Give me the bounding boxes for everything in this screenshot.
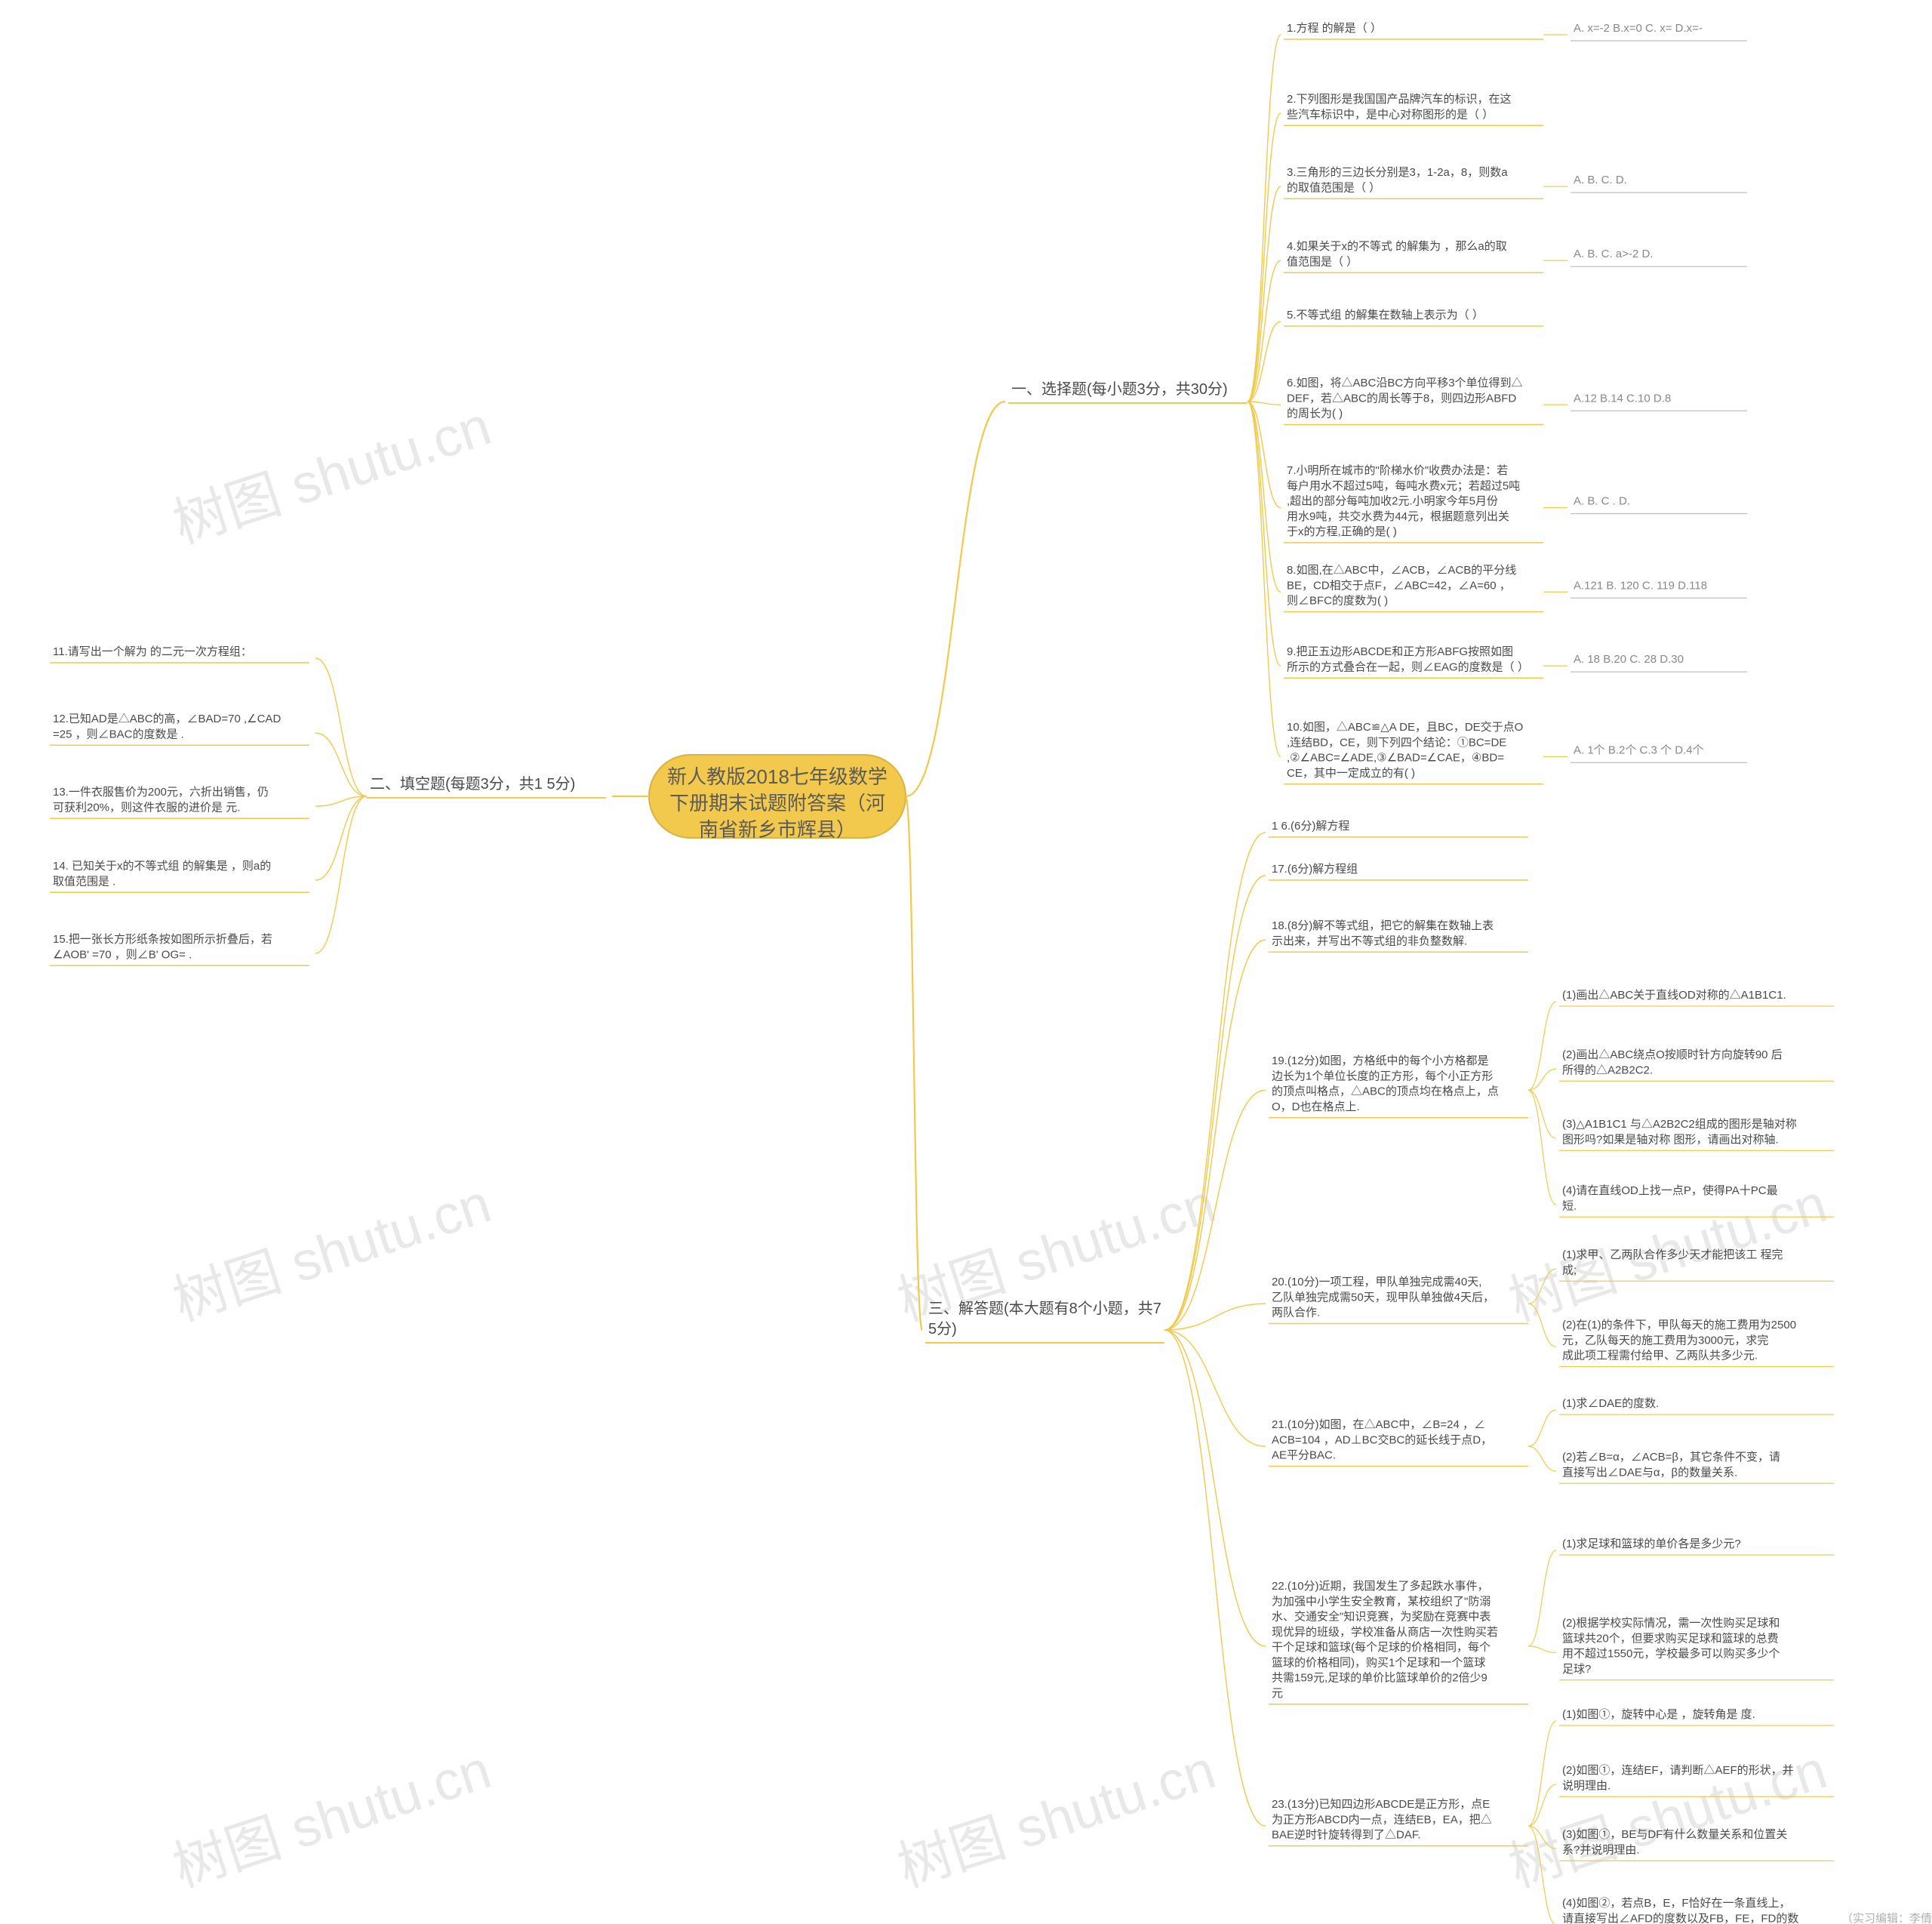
mindmap-link bbox=[1528, 1646, 1556, 1653]
svg-text:A. B. C. a>-2 D.: A. B. C. a>-2 D. bbox=[1574, 248, 1653, 260]
mindmap-link bbox=[1528, 1090, 1556, 1205]
watermark: 树图 shutu.cn bbox=[166, 1173, 498, 1332]
mindmap-link bbox=[906, 402, 1005, 796]
svg-text:18.(8分)解不等式组，把它的解集在数轴上表示出来，并写出: 18.(8分)解不等式组，把它的解集在数轴上表示出来，并写出不等式组的非负整数解… bbox=[1272, 919, 1494, 947]
mindmap-link bbox=[1528, 1446, 1556, 1471]
svg-text:(1)求足球和篮球的单价各是多少元?: (1)求足球和篮球的单价各是多少元? bbox=[1562, 1537, 1741, 1550]
svg-text:A.121 B. 120 C. 119 D.118: A.121 B. 120 C. 119 D.118 bbox=[1574, 579, 1707, 592]
watermark: 树图 shutu.cn bbox=[891, 1739, 1223, 1898]
mindmap-link bbox=[1164, 940, 1266, 1330]
svg-text:A. 18 B.20 C. 28 D.30: A. 18 B.20 C. 28 D.30 bbox=[1574, 653, 1684, 666]
svg-text:(2)画出△ABC绕点O按顺时针方向旋转90 后所得的△A2: (2)画出△ABC绕点O按顺时针方向旋转90 后所得的△A2B2C2. bbox=[1562, 1048, 1783, 1076]
mindmap-link bbox=[315, 658, 367, 796]
mindmap-link bbox=[1247, 402, 1281, 592]
svg-text:A.12 B.14 C.10 D.8: A.12 B.14 C.10 D.8 bbox=[1574, 392, 1671, 405]
svg-text:21.(10分)如图，在△ABC中，∠B=24 ，∠ACB=: 21.(10分)如图，在△ABC中，∠B=24 ，∠ACB=104 ，AD⊥BC… bbox=[1272, 1418, 1492, 1462]
svg-text:23.(13分)已知四边形ABCDE是正方形，点E为正方形A: 23.(13分)已知四边形ABCDE是正方形，点E为正方形ABCD内一点，连结E… bbox=[1272, 1798, 1492, 1842]
mindmap-link bbox=[1247, 260, 1281, 402]
watermark: 树图 shutu.cn bbox=[166, 396, 498, 555]
svg-text:10.如图，△ABC≌△A DE，且BC，DE交于点O,连结: 10.如图，△ABC≌△A DE，且BC，DE交于点O,连结BD，CE，则下列四… bbox=[1287, 720, 1523, 780]
svg-text:(3)△A1B1C1 与△A2B2C2组成的图形是轴对称图形: (3)△A1B1C1 与△A2B2C2组成的图形是轴对称图形吗?如果是轴对称 图… bbox=[1562, 1118, 1797, 1146]
mindmap-link bbox=[1528, 1090, 1556, 1138]
svg-text:19.(12分)如图，方格纸中的每个小方格都是边长为1个单位: 19.(12分)如图，方格纸中的每个小方格都是边长为1个单位长度的正方形，每个小… bbox=[1272, 1054, 1499, 1113]
watermark: 树图 shutu.cn bbox=[166, 1739, 498, 1898]
svg-text:8.如图,在△ABC中，∠ACB，∠ACB的平分线BE，CD: 8.如图,在△ABC中，∠ACB，∠ACB的平分线BE，CD相交于点F，∠ABC… bbox=[1287, 564, 1516, 608]
svg-text:2.下列图形是我国国产品牌汽车的标识，在这些汽车标识中，是中: 2.下列图形是我国国产品牌汽车的标识，在这些汽车标识中，是中心对称图形的是（ ） bbox=[1287, 93, 1512, 121]
svg-text:(1)求∠DAE的度数.: (1)求∠DAE的度数. bbox=[1562, 1397, 1659, 1410]
svg-text:12.已知AD是△ABC的高，∠BAD=70 ,∠CAD=2: 12.已知AD是△ABC的高，∠BAD=70 ,∠CAD=25 ，则∠BAC的度… bbox=[53, 713, 281, 740]
svg-text:6.如图，将△ABC沿BC方向平移3个单位得到△DEF，若△: 6.如图，将△ABC沿BC方向平移3个单位得到△DEF，若△ABC的周长等于8，… bbox=[1287, 377, 1523, 420]
svg-text:15.把一张长方形纸条按如图所示折叠后，若∠AOB' =70: 15.把一张长方形纸条按如图所示折叠后，若∠AOB' =70 ，则∠B' OG=… bbox=[53, 933, 272, 961]
mindmap-link bbox=[1247, 113, 1281, 402]
svg-text:(2)若∠B=α，∠ACB=β，其它条件不变，请直接写出∠D: (2)若∠B=α，∠ACB=β，其它条件不变，请直接写出∠DAE与α，β的数量关… bbox=[1562, 1450, 1780, 1479]
svg-text:17.(6分)解方程组: 17.(6分)解方程组 bbox=[1272, 863, 1358, 876]
svg-text:一、选择题(每小题3分，共30分): 一、选择题(每小题3分，共30分) bbox=[1011, 380, 1228, 398]
svg-text:(4)如图②，若点B，E，F恰好在一条直线上，请直接写出∠A: (4)如图②，若点B，E，F恰好在一条直线上，请直接写出∠AFD的度数以及FB，… bbox=[1562, 1897, 1798, 1924]
mindmap-link bbox=[1247, 402, 1281, 405]
svg-text:(2)根据学校实际情况，需一次性购买足球和篮球共20个，但要: (2)根据学校实际情况，需一次性购买足球和篮球共20个，但要求购买足球和篮球的总… bbox=[1562, 1617, 1780, 1676]
svg-text:5.不等式组 的解集在数轴上表示为（ ）: 5.不等式组 的解集在数轴上表示为（ ） bbox=[1287, 308, 1484, 322]
svg-text:新人教版2018七年级数学下册期末试题附答案（河南省新乡市辉: 新人教版2018七年级数学下册期末试题附答案（河南省新乡市辉县） bbox=[667, 765, 888, 841]
svg-text:树图 shutu.cn: 树图 shutu.cn bbox=[166, 1739, 498, 1898]
mindmap-link bbox=[1528, 1002, 1556, 1090]
mindmap-link bbox=[1247, 35, 1281, 402]
mindmap-link bbox=[1528, 1721, 1556, 1826]
mindmap-link bbox=[315, 796, 367, 880]
svg-text:14. 已知关于x的不等式组 的解集是 ，则a的取值范围是: 14. 已知关于x的不等式组 的解集是 ，则a的取值范围是 . bbox=[53, 859, 271, 888]
mindmap-link bbox=[1164, 876, 1266, 1330]
mindmap-link bbox=[1528, 1410, 1556, 1446]
mindmap-link bbox=[1528, 1550, 1556, 1646]
svg-text:1.方程 的解是（ ）: 1.方程 的解是（ ） bbox=[1287, 22, 1382, 35]
mindmap-link bbox=[1164, 1330, 1266, 1646]
mindmap-link bbox=[906, 796, 922, 1330]
svg-text:11.请写出一个解为 的二元一次方程组：: 11.请写出一个解为 的二元一次方程组： bbox=[53, 645, 252, 658]
watermark: 树图 shutu.cn bbox=[1502, 1739, 1834, 1898]
mindmap-link bbox=[315, 733, 367, 796]
svg-text:三、解答题(本大题有8个小题，共75分): 三、解答题(本大题有8个小题，共75分) bbox=[928, 1300, 1161, 1338]
svg-text:二、填空题(每题3分，共1 5分): 二、填空题(每题3分，共1 5分) bbox=[370, 775, 575, 793]
svg-text:7.小明所在城市的"阶梯水价"收费办法是：若每户用水不超过5: 7.小明所在城市的"阶梯水价"收费办法是：若每户用水不超过5吨，每吨水费x元；若… bbox=[1287, 464, 1520, 538]
mindmap-link bbox=[1164, 833, 1266, 1330]
svg-text:4.如果关于x的不等式 的解集为 ，那么a的取值范围是（ ）: 4.如果关于x的不等式 的解集为 ，那么a的取值范围是（ ） bbox=[1287, 239, 1507, 268]
svg-text:(1)画出△ABC关于直线OD对称的△A1B1C1.: (1)画出△ABC关于直线OD对称的△A1B1C1. bbox=[1562, 989, 1786, 1002]
svg-text:A. B. C . D.: A. B. C . D. bbox=[1574, 495, 1630, 508]
mindmap-link bbox=[1247, 402, 1281, 666]
svg-text:(1)如图①，旋转中心是 ，旋转角是 度.: (1)如图①，旋转中心是 ，旋转角是 度. bbox=[1562, 1708, 1755, 1721]
svg-text:13.一件衣服售价为200元，六折出销售，仍可获利20%，则: 13.一件衣服售价为200元，六折出销售，仍可获利20%，则这件衣服的进价是 元… bbox=[53, 786, 269, 814]
svg-text:22.(10分)近期，我国发生了多起跌水事件，为加强中小学生: 22.(10分)近期，我国发生了多起跌水事件，为加强中小学生安全教育，某校组织了… bbox=[1272, 1580, 1498, 1700]
svg-text:(2)在(1)的条件下，甲队每天的施工费用为2500元，乙队: (2)在(1)的条件下，甲队每天的施工费用为2500元，乙队每天的施工费用为30… bbox=[1562, 1319, 1796, 1362]
svg-text:9.把正五边形ABCDE和正方形ABFG按照如图所示的方式叠: 9.把正五边形ABCDE和正方形ABFG按照如图所示的方式叠合在一起，则∠EAG… bbox=[1287, 645, 1529, 673]
mindmap-link bbox=[1528, 1784, 1556, 1826]
svg-text:（实习编辑：李倩）: （实习编辑：李倩） bbox=[1841, 1912, 1932, 1924]
svg-text:A. 1个 B.2个 C.3 个 D.4个: A. 1个 B.2个 C.3 个 D.4个 bbox=[1574, 743, 1704, 756]
svg-text:树图 shutu.cn: 树图 shutu.cn bbox=[166, 396, 498, 555]
svg-text:A. B. C. D.: A. B. C. D. bbox=[1574, 174, 1627, 186]
svg-text:树图 shutu.cn: 树图 shutu.cn bbox=[1502, 1739, 1834, 1898]
svg-text:树图 shutu.cn: 树图 shutu.cn bbox=[166, 1173, 498, 1332]
svg-text:3.三角形的三边长分别是3，1-2a，8，则数a的取值范围是: 3.三角形的三边长分别是3，1-2a，8，则数a的取值范围是（ ） bbox=[1287, 166, 1508, 194]
svg-text:树图 shutu.cn: 树图 shutu.cn bbox=[891, 1739, 1223, 1898]
mindmap-link bbox=[315, 796, 367, 953]
svg-text:A. x=-2 B.x=0 C. x= D.x=-: A. x=-2 B.x=0 C. x= D.x=- bbox=[1574, 22, 1703, 35]
svg-text:1 6.(6分)解方程: 1 6.(6分)解方程 bbox=[1272, 820, 1349, 833]
svg-text:20.(10分)一项工程，甲队单独完成需40天,乙队单独完成: 20.(10分)一项工程，甲队单独完成需40天,乙队单独完成需50天，现甲队单独… bbox=[1272, 1276, 1494, 1319]
